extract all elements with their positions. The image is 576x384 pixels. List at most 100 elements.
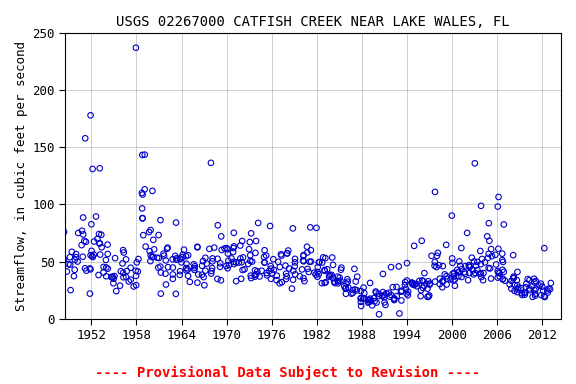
Point [447, 212, 456, 218]
Point [163, 245, 172, 251]
Point [229, 245, 238, 251]
Point [246, 273, 255, 279]
Point [236, 255, 245, 262]
Point [95, 240, 104, 247]
Point [171, 291, 180, 297]
Point [225, 262, 234, 268]
Point [162, 246, 172, 252]
Point [430, 278, 439, 285]
Point [324, 273, 334, 280]
Point [66, 262, 75, 268]
Point [97, 244, 106, 250]
Point [138, 215, 147, 221]
Point [543, 290, 552, 296]
Point [464, 262, 473, 268]
Point [442, 242, 451, 248]
Point [70, 267, 79, 273]
Point [424, 278, 433, 284]
Point [495, 273, 505, 280]
Point [430, 189, 439, 195]
Point [229, 261, 238, 267]
Point [122, 257, 131, 263]
Point [229, 259, 238, 265]
Point [357, 299, 366, 305]
Point [412, 281, 421, 287]
Point [262, 270, 271, 276]
Point [386, 264, 396, 270]
Point [140, 186, 149, 192]
Point [425, 281, 434, 288]
Point [433, 253, 442, 259]
Point [289, 276, 298, 283]
Point [82, 268, 91, 274]
Point [389, 296, 399, 302]
Point [200, 268, 210, 274]
Point [342, 291, 351, 297]
Point [416, 293, 425, 299]
Point [419, 283, 429, 289]
Point [148, 188, 157, 194]
Point [159, 251, 168, 257]
Point [176, 268, 185, 274]
Point [269, 267, 278, 273]
Point [525, 285, 534, 291]
Point [81, 239, 90, 245]
Point [190, 263, 199, 269]
Point [392, 284, 401, 290]
Point [498, 259, 507, 265]
Point [290, 263, 300, 269]
Point [138, 192, 147, 198]
Point [449, 277, 458, 283]
Point [401, 286, 411, 292]
Point [521, 284, 530, 290]
Point [347, 291, 356, 297]
Point [464, 277, 473, 283]
Point [425, 292, 434, 298]
Point [168, 256, 177, 262]
Point [537, 292, 546, 298]
Point [283, 250, 292, 257]
Point [424, 293, 433, 300]
Point [450, 283, 460, 289]
Point [328, 262, 338, 268]
Point [460, 271, 469, 277]
Point [252, 271, 261, 277]
Point [412, 283, 422, 289]
Point [380, 294, 389, 300]
Point [251, 250, 260, 256]
Point [499, 269, 509, 275]
Point [290, 259, 300, 265]
Point [537, 283, 547, 290]
Point [366, 298, 376, 304]
Point [237, 276, 246, 282]
Point [337, 265, 346, 271]
Point [521, 290, 530, 296]
Point [313, 269, 322, 275]
Point [422, 281, 431, 287]
Point [237, 259, 247, 265]
Point [319, 254, 328, 260]
Point [140, 152, 149, 158]
Point [410, 281, 419, 287]
Point [59, 229, 69, 235]
Point [288, 225, 297, 232]
Point [543, 287, 552, 293]
Point [305, 259, 314, 265]
Point [101, 273, 111, 279]
Point [146, 227, 155, 233]
Point [103, 266, 112, 272]
Point [403, 260, 412, 266]
Point [438, 278, 447, 285]
Point [509, 275, 518, 281]
Point [58, 219, 67, 225]
Point [335, 275, 344, 281]
Point [465, 270, 474, 276]
Point [438, 278, 448, 284]
Point [461, 263, 470, 269]
Point [513, 286, 522, 293]
Point [298, 258, 308, 264]
Point [111, 255, 120, 261]
Point [544, 286, 553, 292]
Point [487, 246, 496, 252]
Point [126, 276, 135, 283]
